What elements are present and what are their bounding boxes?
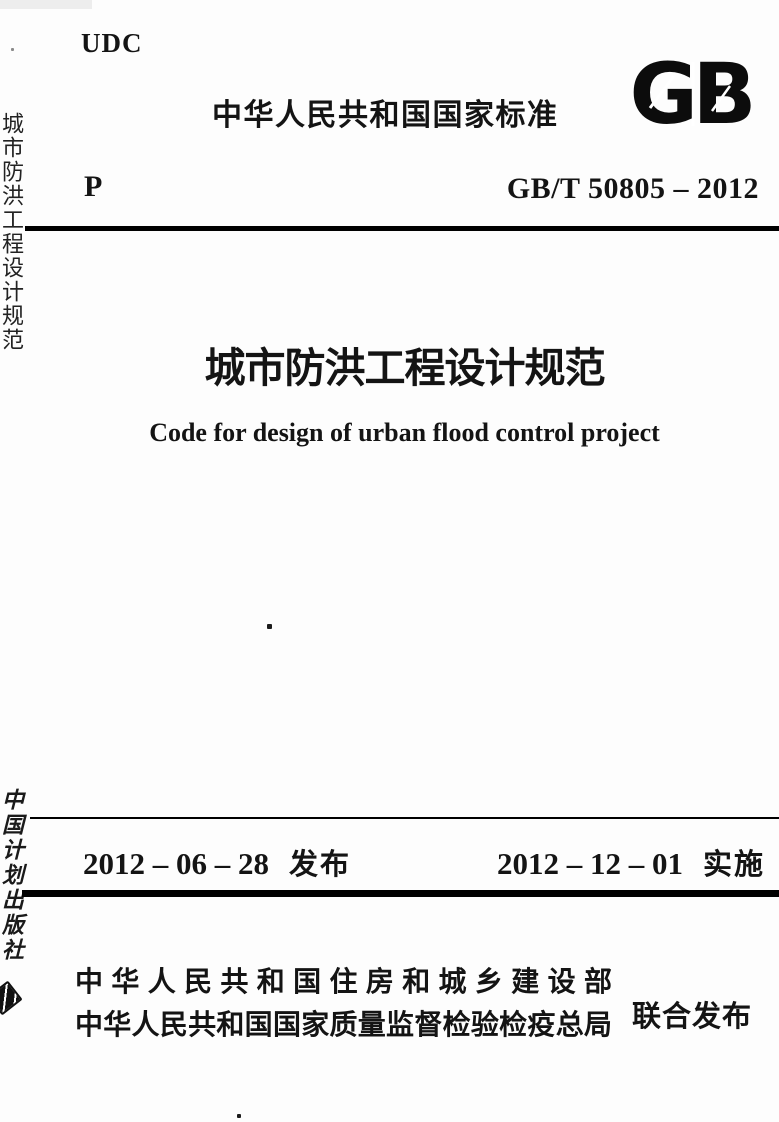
publisher-stamp-icon bbox=[0, 980, 23, 1016]
date-band-rule-bottom bbox=[22, 890, 779, 897]
issuer-aqsiq-line: 中华人民共和国国家质量监督检验检疫总局 bbox=[75, 1009, 612, 1040]
classification-code: P bbox=[84, 170, 103, 203]
joint-issue-label: 联合发布 bbox=[632, 1001, 753, 1033]
issue-label: 发布 bbox=[289, 849, 352, 881]
udc-label: UDC bbox=[81, 28, 143, 58]
date-band-rule-top bbox=[30, 817, 779, 819]
title-english: Code for design of urban flood control p… bbox=[149, 418, 660, 447]
national-standard-header: 中华人民共和国国家标准 bbox=[212, 99, 559, 132]
spine-publisher-vertical: 中国计划出版社 bbox=[0, 788, 24, 963]
implement-label: 实施 bbox=[702, 849, 765, 881]
logo-bevel-line bbox=[648, 75, 676, 109]
implement-date: 2012 – 12 – 01 bbox=[496, 846, 683, 881]
scan-smudge bbox=[0, 0, 92, 9]
scan-speck bbox=[11, 48, 14, 51]
implement-date-block: 2012 – 12 – 01 实施 bbox=[497, 841, 765, 883]
issue-date: 2012 – 06 – 28 bbox=[83, 846, 269, 881]
standard-number: GB/T 50805 – 2012 bbox=[506, 172, 759, 205]
title-chinese: 城市防洪工程设计规范 bbox=[204, 345, 606, 391]
header-rule bbox=[25, 226, 779, 231]
spine-title-vertical: 城市防洪工程设计规范 bbox=[0, 112, 24, 352]
issuers-block: 中华人民共和国住房和城乡建设部 中华人民共和国国家质量监督检验检疫总局 bbox=[75, 960, 612, 1046]
logo-bevel-line bbox=[710, 85, 732, 112]
gb-logo-text: GB bbox=[630, 56, 752, 132]
scan-speck bbox=[267, 624, 272, 629]
gb-logo-icon: GB bbox=[620, 45, 760, 143]
issue-date-block: 2012 – 06 – 28 发布 bbox=[83, 841, 351, 883]
scan-speck bbox=[237, 1114, 241, 1118]
issuer-ministry-line: 中华人民共和国住房和城乡建设部 bbox=[75, 966, 612, 997]
